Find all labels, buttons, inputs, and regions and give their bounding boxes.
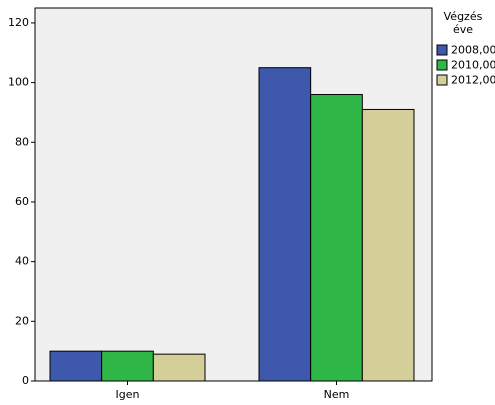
legend-swatch — [436, 59, 448, 71]
y-tick-label: 60 — [15, 195, 29, 208]
bar — [310, 94, 363, 382]
y-tick-label: 0 — [22, 374, 29, 387]
x-tick-label: Nem — [324, 388, 350, 401]
legend-label: 2008,00 — [451, 44, 495, 57]
legend-title: éve — [453, 23, 473, 36]
legend-title: Végzés — [444, 10, 483, 23]
legend-label: 2010,00 — [451, 59, 495, 72]
y-tick-label: 80 — [15, 135, 29, 148]
legend-swatch — [436, 74, 448, 86]
legend-label: 2012,00 — [451, 74, 495, 87]
bar — [49, 350, 103, 382]
bar — [152, 353, 206, 382]
bar — [258, 67, 312, 382]
y-tick-label: 20 — [15, 314, 29, 327]
y-tick-label: 100 — [8, 76, 29, 89]
x-tick-label: Igen — [116, 388, 140, 401]
legend-swatch — [436, 44, 448, 56]
y-tick-label: 40 — [15, 255, 29, 268]
bar — [101, 350, 154, 382]
bar — [361, 108, 415, 382]
y-tick-label: 120 — [8, 16, 29, 29]
